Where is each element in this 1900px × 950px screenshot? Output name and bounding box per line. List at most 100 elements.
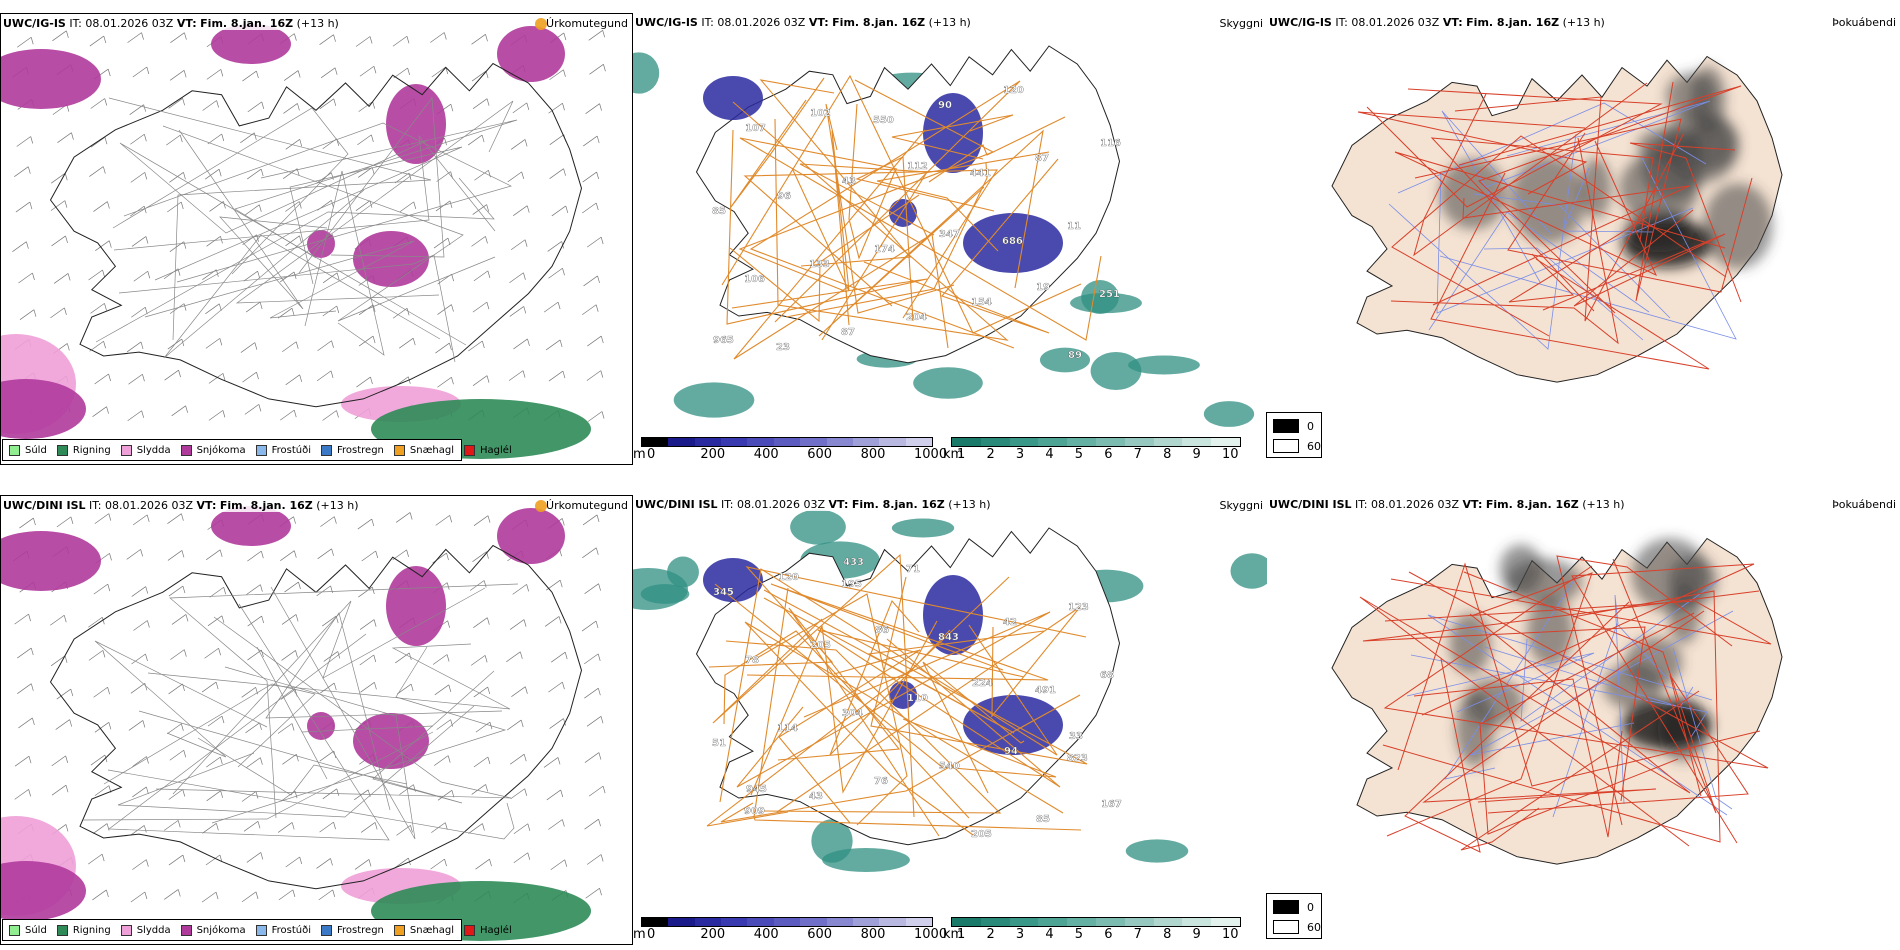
precip-map-bottom	[1, 500, 606, 941]
visibility-value-label: 76	[874, 776, 888, 787]
panel-title: UWC/IG-IS IT: 08.01.2026 03Z VT: Fim. 8.…	[635, 16, 971, 29]
panel-title: UWC/DINI ISL IT: 08.01.2026 03Z VT: Fim.…	[635, 498, 991, 511]
colorbar-segment	[980, 918, 1010, 926]
colorbar-segment	[668, 918, 695, 926]
legend-item: Frostregn	[321, 444, 384, 456]
legend-label: Frostúði	[271, 924, 311, 936]
low-visibility-area	[1125, 839, 1189, 863]
colorbar-segment	[668, 438, 695, 446]
cloud-legend-label: 60	[1307, 920, 1321, 934]
visibility-value-label: 94	[1004, 746, 1018, 757]
elevation-colorbar: m 0 200 400 600 800 1000	[633, 915, 947, 945]
low-visibility-area	[889, 681, 917, 709]
visibility-colorbar: km 1 2 3 4 5 6 7 8 9 10	[943, 435, 1251, 465]
visibility-value-label: 433	[843, 557, 864, 568]
colorbar-segment	[852, 438, 880, 446]
low-visibility-area	[673, 382, 755, 418]
legend-label: Snjókoma	[196, 444, 246, 456]
low-visibility-area	[1203, 401, 1255, 427]
colorbar-segment	[879, 438, 906, 446]
low-visibility-area	[889, 199, 917, 227]
precip-area	[211, 506, 291, 546]
visibility-value-label: 19	[1036, 282, 1050, 293]
legend-item: Frostregn	[321, 924, 384, 936]
cloud-legend-label: 60	[1307, 439, 1321, 453]
colorbar-tick: 5	[1074, 447, 1084, 462]
cloud-legend-bottom: 0 60	[1266, 893, 1322, 939]
colorbar-segment	[980, 438, 1010, 446]
precip-area	[497, 508, 565, 564]
panel-title: UWC/DINI ISL IT: 08.01.2026 03Z VT: Fim.…	[1269, 498, 1625, 511]
legend-item: Snæhagl	[393, 924, 455, 936]
visibility-value-label: 224	[972, 678, 993, 689]
colorbar-strip	[951, 437, 1241, 447]
colorbar-tick: 10	[1222, 927, 1239, 942]
wind-barbs	[12, 512, 606, 905]
legend-swatch	[120, 444, 132, 456]
precip-area	[535, 18, 547, 30]
visibility-value-label: 23	[776, 342, 790, 353]
visibility-value-label: 204	[906, 312, 927, 323]
visibility-value-label: 11	[1067, 221, 1081, 232]
fog-index-shading	[1439, 66, 1773, 269]
legend-item: Haglél	[464, 444, 512, 456]
colorbar-tick: 9	[1192, 447, 1201, 462]
colorbar-segment	[1153, 918, 1183, 926]
legend-swatch	[464, 924, 476, 936]
visibility-panel-bottom: 823 909 195 843 491 51 43 71 42 68 114 76 205 123 78 30…	[633, 495, 1267, 945]
colorbar-tick: 400	[753, 447, 779, 462]
legend-item: Haglél	[464, 924, 512, 936]
visibility-value-label: 42	[1003, 617, 1017, 628]
colorbar-segment	[721, 438, 748, 446]
visibility-value-label: 89	[1068, 350, 1082, 361]
colorbar-segment	[1211, 438, 1240, 446]
colorbar-tick: 5	[1074, 927, 1084, 942]
colorbar-tick: 800	[860, 447, 886, 462]
visibility-value-label: 686	[1002, 236, 1023, 247]
visibility-value-label: 112	[907, 161, 928, 172]
cloud-panel-bottom: UWC/DINI ISL IT: 08.01.2026 03Z VT: Fim.…	[1267, 495, 1900, 945]
colorbar-unit: km	[943, 447, 964, 462]
colorbar-tick: 6	[1104, 927, 1113, 942]
precip-area	[535, 500, 547, 512]
panel-corner-label: Skyggni	[1219, 499, 1263, 512]
legend-label: Haglél	[480, 444, 512, 456]
panel-title: UWC/IG-IS IT: 08.01.2026 03Z VT: Fim. 8.…	[3, 17, 339, 30]
roads	[706, 553, 1088, 837]
colorbar-segment	[1182, 438, 1212, 446]
legend-swatch	[255, 924, 267, 936]
colorbar-segment	[642, 918, 669, 926]
visibility-value-label: 51	[712, 738, 726, 749]
visibility-value-label: 540	[939, 761, 960, 772]
panel-corner-label: Þokuábendi	[1832, 498, 1896, 511]
legend-label: Snæhagl	[409, 924, 455, 936]
visibility-value-label: 347	[939, 229, 960, 240]
panel-corner-label: Úrkomutegund	[546, 499, 628, 512]
visibility-value-label: 133	[809, 259, 830, 270]
colorbar-segment	[826, 918, 853, 926]
colorbar-tick: 200	[700, 927, 726, 942]
precip-area	[386, 84, 446, 164]
legend-item: Súld	[9, 444, 47, 456]
visibility-value-label: 823	[1067, 753, 1088, 764]
precip-area	[1, 49, 101, 109]
cloud-legend-swatch	[1273, 419, 1299, 433]
visibility-value-label: 71	[906, 564, 920, 575]
low-visibility-area	[1128, 355, 1200, 375]
precip-type-legend: Súld Rigning Slydda Snjókoma Frostúði Frostre…	[2, 919, 512, 941]
visibility-value-label: 78	[745, 655, 759, 666]
low-visibility-area	[822, 848, 910, 872]
low-visibility-area	[703, 76, 763, 120]
legend-item: Frostúði	[255, 924, 311, 936]
colorbar-tick: 4	[1045, 447, 1054, 462]
visibility-value-label: 85	[1036, 814, 1050, 825]
legend-swatch	[180, 924, 192, 936]
colorbar-segment	[1095, 438, 1125, 446]
visibility-map-top: 686 251 23 550 441 11 106 87 90 87 85 133 204 120 116 9…	[633, 45, 1255, 427]
legend-item: Rigning	[56, 924, 111, 936]
visibility-panel-top: 686 251 23 550 441 11 106 87 90 87 85 133 204 120 116 9…	[633, 13, 1267, 465]
colorbar-strip	[951, 917, 1241, 927]
low-visibility-area	[1090, 351, 1142, 391]
legend-swatch	[255, 444, 267, 456]
cloud-legend-label: 0	[1307, 900, 1314, 914]
